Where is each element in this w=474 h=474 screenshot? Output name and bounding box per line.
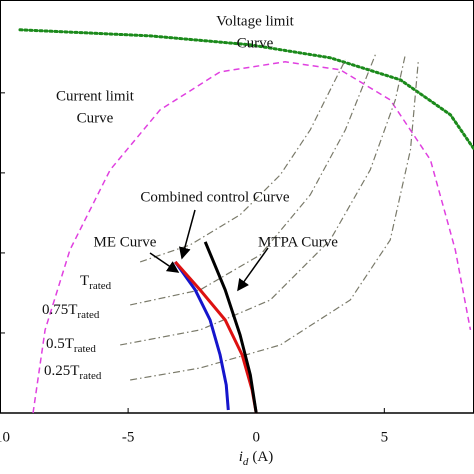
annotation: MTPA Curve [258, 234, 338, 250]
torque-label: 0.75Trated [42, 302, 100, 320]
torque-label: Trated [80, 273, 112, 291]
curve [130, 59, 419, 381]
torque-label-main: 0.5T [46, 336, 74, 352]
curve [120, 54, 406, 346]
annotation: Combined control Curve [140, 189, 289, 205]
torque-label-main: T [80, 273, 89, 289]
curve [18, 28, 474, 152]
x-tick-label: 5 [381, 429, 389, 445]
arrow [149, 252, 180, 273]
annotation: Curve [237, 35, 274, 51]
torque-label: 0.5Trated [46, 336, 96, 354]
torque-label-main: 0.75T [42, 302, 77, 318]
x-axis-label: id (A) [239, 449, 274, 467]
curve [174, 261, 230, 411]
curve [203, 241, 258, 414]
x-label-unit: (A) [252, 449, 273, 465]
arrow [178, 209, 196, 260]
torque-label-sub: rated [74, 343, 96, 355]
annotation: Voltage limit [216, 13, 294, 29]
torque-label: 0.25Trated [44, 363, 102, 381]
x-tick-label: -10 [0, 429, 10, 445]
torque-label-sub: rated [77, 309, 99, 321]
curve [130, 54, 376, 306]
curve [32, 61, 472, 414]
x-label-var: i [239, 449, 243, 465]
curve [139, 59, 346, 263]
arrow [237, 247, 269, 292]
x-tick-label: -5 [122, 429, 135, 445]
torque-label-main: 0.25T [44, 363, 79, 379]
x-label-sub: d [243, 456, 249, 468]
x-tick-label: 0 [252, 429, 260, 445]
torque-label-sub: rated [79, 370, 101, 382]
annotation: Current limit [56, 88, 135, 104]
torque-label-sub: rated [89, 280, 111, 292]
annotation: Curve [77, 110, 114, 126]
annotation: ME Curve [94, 234, 157, 250]
